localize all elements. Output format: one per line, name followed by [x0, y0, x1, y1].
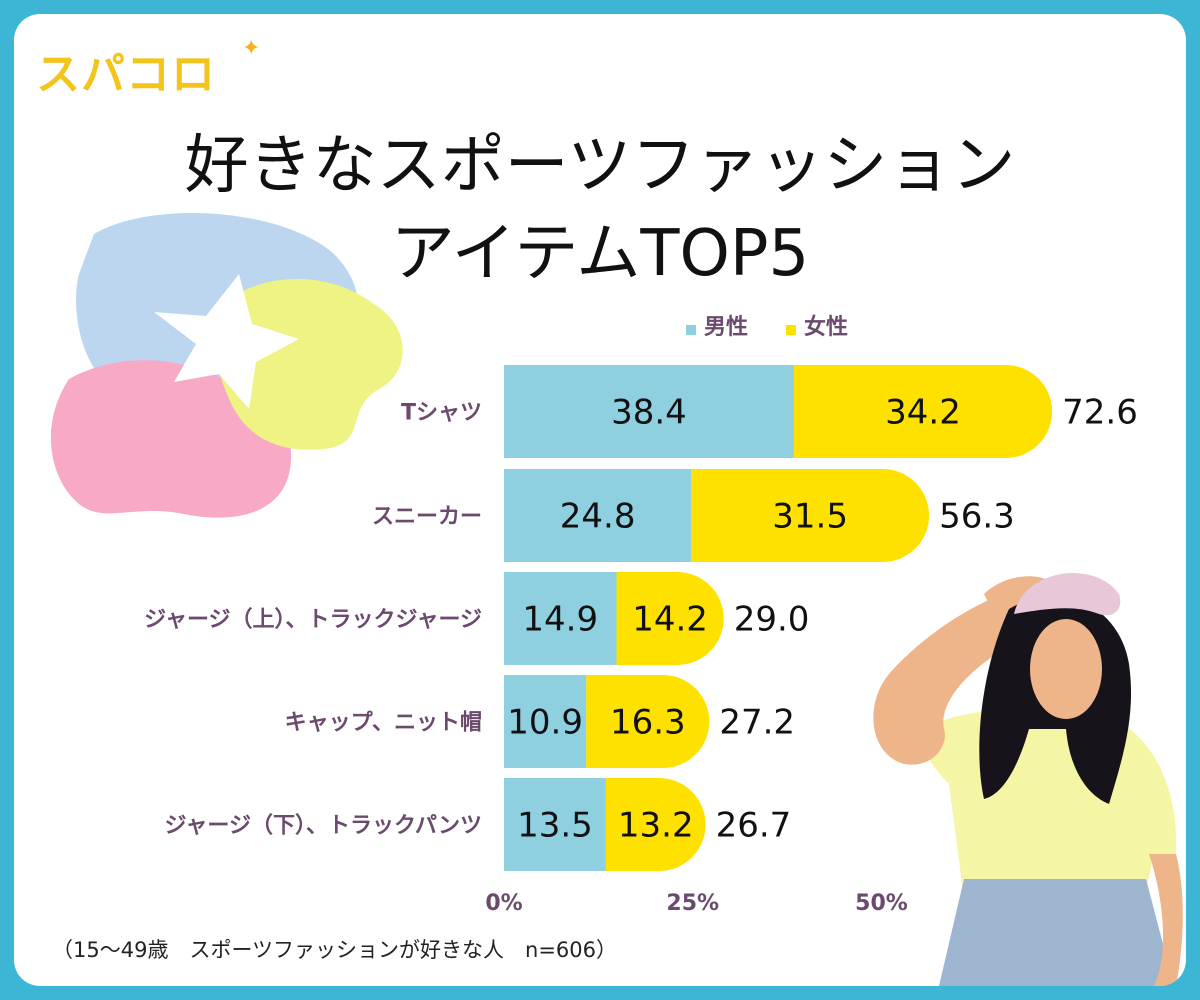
data-label-male: 13.5 [517, 806, 593, 846]
cap-shape [1014, 572, 1121, 616]
data-label-total: 27.2 [719, 703, 795, 743]
bar-male [504, 469, 692, 562]
data-label-female: 14.2 [632, 600, 708, 640]
legend-swatch-female [786, 325, 796, 335]
category-label: キャップ、ニット帽 [285, 711, 482, 736]
data-label-total: 56.3 [939, 497, 1015, 537]
bar-female [616, 572, 724, 665]
bar-female [691, 469, 930, 562]
stacked-bar-chart: 男性 女性 Tシャツ 38.4 34.2 72.6 スニーカー 24.8 31.5 56.3 ジャー… [144, 314, 1138, 916]
chart-title-line1: 好きなスポーツファッション [184, 129, 1016, 203]
data-label-female: 13.2 [618, 806, 694, 846]
bar-male [504, 572, 617, 665]
star-shape [154, 274, 299, 409]
x-tick-label: 0% [485, 891, 522, 916]
yellow-blob [213, 278, 403, 450]
arm-shape [873, 594, 1004, 765]
data-label-total: 29.0 [734, 600, 810, 640]
bar-female [793, 365, 1053, 458]
bar-female [605, 778, 706, 871]
category-label: ジャージ（下）、トラックパンツ [165, 814, 482, 839]
data-label-female: 34.2 [885, 393, 961, 433]
girl-illustration [873, 572, 1183, 986]
skirt-shape [939, 879, 1174, 986]
legend-swatch-male [686, 325, 696, 335]
category-label: スニーカー [372, 505, 482, 530]
sparkle-icon: ✦ [242, 36, 261, 61]
x-tick-label: 50% [855, 891, 908, 916]
legend-label-male: 男性 [704, 315, 748, 340]
data-label-male: 24.8 [560, 497, 636, 537]
x-tick-label: 25% [666, 891, 719, 916]
data-label-male: 14.9 [522, 600, 598, 640]
bar-male [504, 365, 794, 458]
chart-title-line2: アイテムTOP5 [390, 217, 810, 291]
decorative-blobs [50, 212, 403, 518]
logo: スパコロ [36, 49, 216, 100]
leg-shape [1149, 854, 1183, 986]
category-label: Tシャツ [401, 401, 482, 426]
bar-female [586, 675, 710, 768]
card: スパコロ ✦ 好きなスポーツファッション アイテムTOP5 男性 女性 Tシャツ 38… [14, 14, 1186, 986]
data-label-female: 31.5 [772, 497, 848, 537]
data-label-total: 72.6 [1062, 393, 1138, 433]
footnote: （15〜49歳 スポーツファッションが好きな人 n=606） [52, 938, 618, 962]
bar-male [504, 778, 606, 871]
data-label-total: 26.7 [716, 806, 792, 846]
legend-label-female: 女性 [804, 314, 848, 340]
category-label: ジャージ（上）、トラックジャージ [144, 608, 482, 633]
face-shape [1030, 619, 1102, 719]
bar-male [504, 675, 587, 768]
data-label-male: 10.9 [507, 703, 583, 743]
data-label-female: 16.3 [610, 703, 686, 743]
data-label-male: 38.4 [611, 393, 687, 433]
